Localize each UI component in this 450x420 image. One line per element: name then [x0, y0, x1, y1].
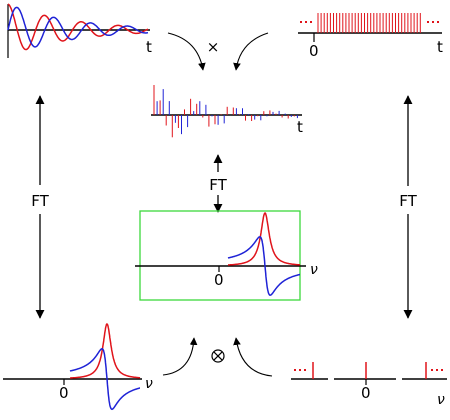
freq-comb-zero-label: 0: [361, 384, 371, 402]
comb-t-label: t: [437, 38, 443, 56]
fid-t-label: t: [146, 38, 152, 56]
spectrum-zero-label: 0: [59, 384, 69, 402]
sampled-fid: t: [151, 85, 303, 138]
ft-left-label: FT: [31, 192, 49, 210]
multiply-symbol: ×: [207, 38, 220, 56]
spectrum-absorption-curve: [70, 323, 141, 379]
freq-comb-dot: [441, 369, 443, 371]
freq-comb-dot: [299, 369, 301, 371]
multiply-arrow-left: [167, 32, 206, 71]
comb-teeth: [317, 13, 421, 33]
convolve-arrow-right: [233, 337, 273, 377]
fid-time-signal: t: [7, 3, 152, 58]
comb-continuation-dots: [300, 21, 439, 23]
ft-center-label: FT: [209, 176, 227, 194]
result-highlight-box: [139, 210, 301, 301]
result-absorption-curve: [228, 212, 301, 266]
comb-zero-label: 0: [309, 42, 319, 60]
freq-comb-dot: [431, 369, 433, 371]
convolve-cross-b: [213, 351, 223, 361]
result-nu-label: ν: [310, 262, 318, 278]
comb-dot: [432, 21, 434, 23]
sampling-comb-frequency: 0 ν: [291, 362, 447, 408]
multiply-arrow-right: [233, 32, 269, 71]
fid-imaginary-curve: [7, 6, 149, 48]
comb-dot: [427, 21, 429, 23]
convolve-circle: [211, 349, 225, 363]
comb-dot: [437, 21, 439, 23]
spectrum-dispersion-curve: [69, 348, 141, 411]
spectrum-nu-label: ν: [145, 376, 153, 392]
result-spectrum: 0 ν: [135, 210, 318, 301]
comb-dot: [300, 21, 302, 23]
convolve-symbol: [211, 349, 225, 363]
freq-comb-dot: [304, 369, 306, 371]
comb-dot: [310, 21, 312, 23]
comb-dot: [305, 21, 307, 23]
sampled-t-label: t: [297, 118, 303, 136]
ft-right-label: FT: [399, 192, 417, 210]
freq-comb-continuation-dots: [294, 369, 443, 371]
freq-comb-dot: [294, 369, 296, 371]
result-zero-label: 0: [214, 271, 224, 289]
sampled-fid-sticks: [153, 85, 298, 138]
sampling-comb-time: 0 t: [298, 13, 443, 60]
convolve-arrow-left: [162, 337, 198, 376]
freq-comb-nu-label: ν: [437, 392, 445, 408]
result-dispersion-curve: [227, 236, 300, 296]
continuous-spectrum: 0 ν: [3, 323, 153, 411]
freq-comb-dot: [436, 369, 438, 371]
